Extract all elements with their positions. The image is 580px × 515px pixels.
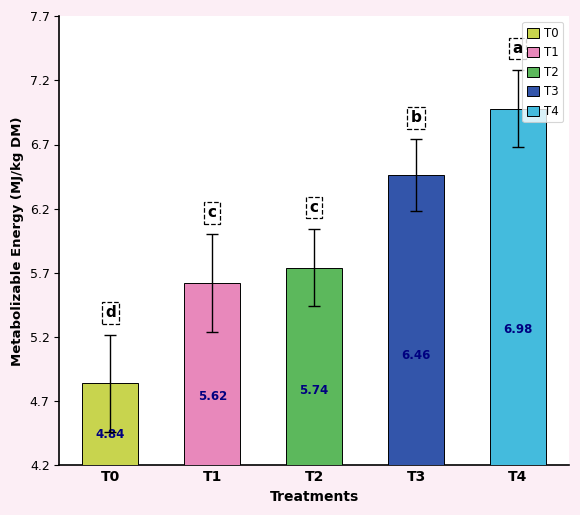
Bar xyxy=(82,383,139,515)
Bar xyxy=(490,109,546,515)
X-axis label: Treatments: Treatments xyxy=(270,490,359,504)
Text: c: c xyxy=(310,200,318,215)
Text: 5.74: 5.74 xyxy=(299,384,329,397)
Bar xyxy=(184,283,240,515)
Bar xyxy=(388,175,444,515)
Text: c: c xyxy=(208,205,217,220)
Text: 6.98: 6.98 xyxy=(503,323,532,336)
Text: a: a xyxy=(513,41,523,56)
Text: 5.62: 5.62 xyxy=(198,390,227,403)
Text: 4.84: 4.84 xyxy=(96,428,125,441)
Y-axis label: Metabolizable Energy (MJ/kg DM): Metabolizable Energy (MJ/kg DM) xyxy=(11,116,24,366)
Legend: T0, T1, T2, T3, T4: T0, T1, T2, T3, T4 xyxy=(522,22,563,123)
Bar xyxy=(286,268,342,515)
Text: 6.46: 6.46 xyxy=(401,349,431,362)
Text: b: b xyxy=(411,110,422,125)
Text: d: d xyxy=(105,305,116,320)
